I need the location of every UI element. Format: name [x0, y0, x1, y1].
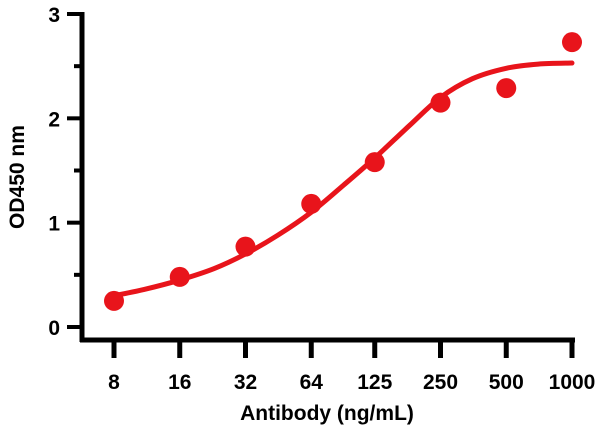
fit-curve: [111, 60, 575, 299]
x-tick-label: 1000: [549, 371, 596, 394]
data-point: [235, 236, 256, 257]
x-tick-label: 8: [108, 371, 120, 394]
y-axis-label: OD450 nm: [6, 125, 29, 229]
data-point: [169, 266, 190, 287]
y-tick-label: 2: [48, 108, 60, 131]
x-tick-label: 32: [234, 371, 257, 394]
y-tick-label: 3: [48, 4, 60, 27]
x-tick-label: 500: [489, 371, 524, 394]
x-tick-label: 125: [357, 371, 392, 394]
data-point: [301, 193, 322, 214]
x-tick-label: 250: [423, 371, 458, 394]
data-point: [104, 290, 124, 311]
data-point: [364, 152, 385, 173]
x-tick-label: 64: [300, 371, 324, 394]
data-point: [496, 78, 517, 99]
y-tick-label: 0: [48, 317, 60, 340]
data-point: [430, 92, 451, 113]
y-tick-label: 1: [48, 213, 60, 236]
x-axis-label: Antibody (ng/mL): [240, 402, 414, 425]
x-tick-label: 16: [168, 371, 191, 394]
data-point: [562, 32, 582, 53]
